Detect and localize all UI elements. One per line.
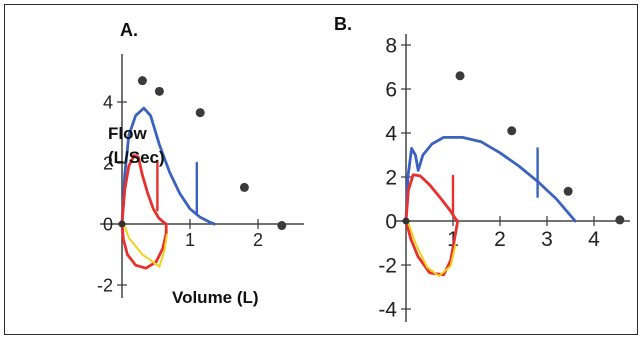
predicted-point-a-0 (137, 76, 147, 86)
x-axis-label-a: Volume (L) (172, 288, 259, 307)
figure-frame (4, 4, 638, 335)
y-tick-label-a: 0 (103, 214, 113, 234)
y-tick-label-b: -2 (378, 255, 397, 278)
y-tick-label-b: 2 (385, 167, 397, 190)
x-tick-label-a: 1 (185, 230, 195, 250)
flow-loop-yellow-b-2 (405, 217, 457, 277)
predicted-point-b-3 (615, 215, 625, 225)
x-tick-label-b: 4 (588, 228, 600, 251)
y-tick-label-b: -4 (378, 299, 397, 322)
origin-point-a (118, 220, 126, 228)
origin-point-b (402, 217, 410, 225)
predicted-point-a-3 (239, 182, 249, 192)
predicted-point-b-2 (563, 186, 573, 196)
predicted-point-a-2 (195, 108, 205, 118)
flow-loop-red-a-1 (120, 154, 168, 270)
y-tick-label-b: 6 (385, 79, 397, 102)
panel-label-b: B. (334, 14, 352, 34)
predicted-point-a-1 (154, 86, 164, 96)
y-axis-label-line-1: Flow (108, 124, 147, 143)
x-tick-label-b: 2 (494, 228, 506, 251)
x-tick-label-a: 2 (253, 230, 263, 250)
y-tick-label-b: 4 (385, 123, 397, 146)
flow-loop-blue-b-0 (404, 136, 577, 223)
y-axis-label-line-2: (L/Sec) (108, 148, 165, 167)
y-axis-label-a: Flow (L/Sec) (108, 122, 165, 170)
panel-label-a: A. (120, 20, 138, 40)
flow-loop-blue-a-0 (120, 106, 216, 226)
predicted-point-b-0 (455, 71, 465, 81)
y-tick-label-b: 8 (385, 35, 397, 58)
y-tick-label-b: 0 (385, 211, 397, 234)
predicted-point-a-4 (277, 221, 287, 231)
flow-loop-yellow-a-2 (122, 221, 168, 268)
flow-loop-red-b-1 (404, 173, 460, 277)
x-tick-label-b: 1 (447, 228, 459, 251)
y-tick-label-a: 4 (103, 92, 113, 112)
x-tick-label-b: 3 (541, 228, 553, 251)
y-tick-label-a: 2 (103, 153, 113, 173)
y-tick-label-a: -2 (97, 275, 113, 295)
predicted-point-b-1 (507, 126, 517, 136)
